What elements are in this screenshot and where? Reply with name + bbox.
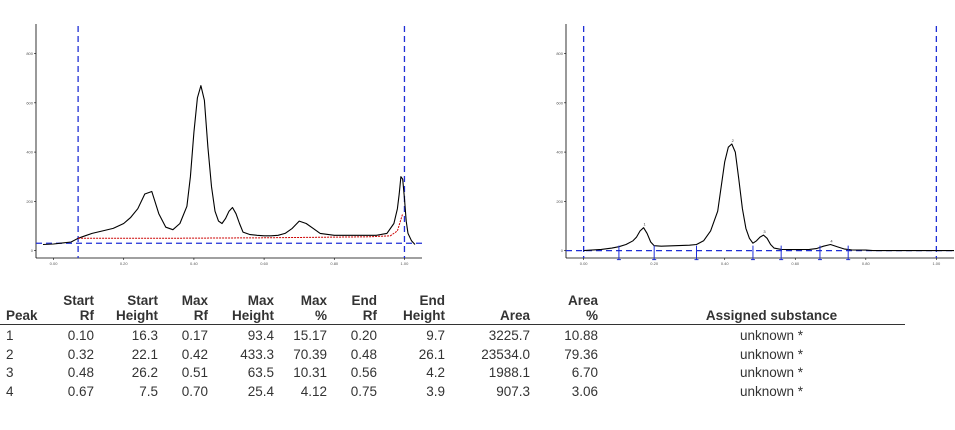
y-tick-label: 800	[26, 51, 33, 56]
header-start-rf: Start Rf	[46, 293, 94, 325]
cell-start-height: 7.5	[139, 383, 158, 399]
cell-area: 3225.7	[488, 328, 530, 343]
x-tick-label: 1.00	[932, 261, 941, 266]
y-tick-label: 400	[556, 150, 563, 155]
cell-end-rf: 0.48	[350, 346, 377, 362]
cell-area-percent: 79.36	[564, 346, 598, 362]
header-row: Peak Start Rf Start Height Max Rf Max Height…	[0, 293, 905, 325]
cell-assigned-substance: unknown *	[739, 383, 804, 399]
table-row: 3 0.48 26.2 0.51 63.5 10.31 0.56 4.2 198…	[0, 364, 905, 383]
chromatogram-right-svg: 0 200 400 600 800 0.00 0.20 0.40 0.60 0.80 1.00 1 2 3…	[556, 24, 954, 266]
cell-max-rf: 0.42	[181, 346, 208, 362]
header-end-rf: End Rf	[327, 293, 377, 325]
header-max-height: Max Height	[208, 293, 274, 325]
cell-start-height: 26.2	[131, 365, 158, 380]
cell-assigned-substance: unknown *	[739, 346, 804, 362]
cell-max-rf: 0.51	[181, 365, 208, 380]
y-tick-label: 0	[561, 248, 564, 253]
cell-max-percent: 70.39	[293, 346, 327, 362]
cell-max-percent: 15.17	[293, 328, 327, 343]
cell-end-height: 4.2	[426, 365, 445, 380]
series-densitogram	[42, 85, 416, 246]
cell-end-rf: 0.56	[350, 365, 377, 380]
cell-start-height: 16.3	[131, 328, 158, 343]
header-peak: Peak	[0, 293, 46, 325]
cell-peak: 2	[6, 346, 14, 362]
x-tick-label: 0.80	[862, 261, 871, 266]
peak-label: 2	[732, 138, 735, 143]
chromatogram-left: 0 200 400 600 800 0.00 0.20 0.40 0.60 0.80 1.00	[26, 24, 422, 270]
table-row: 2 0.32 22.1 0.42 433.3 70.39 0.48 26.1 2…	[0, 346, 905, 365]
header-assigned-substance: Assigned substance	[598, 293, 905, 325]
cell-peak: 4	[6, 383, 14, 399]
x-tick-label: 0.00	[50, 261, 59, 266]
cell-peak: 3	[6, 365, 14, 380]
cell-end-rf: 0.75	[350, 383, 377, 399]
cell-area-percent: 10.88	[564, 328, 598, 343]
cell-end-height: 9.7	[426, 328, 445, 343]
y-tick-label: 200	[26, 199, 33, 204]
y-tick-label: 0	[31, 248, 34, 253]
cell-max-rf: 0.70	[181, 383, 208, 399]
x-tick-label: 0.20	[650, 261, 659, 266]
x-tick-label: 1.00	[401, 261, 410, 266]
header-area: Area	[445, 293, 530, 325]
cell-start-rf: 0.67	[67, 383, 94, 399]
cell-max-height: 63.5	[247, 365, 274, 380]
cell-area: 907.3	[496, 383, 530, 399]
cell-start-rf: 0.48	[67, 365, 94, 380]
x-tick-label: 0.60	[260, 261, 269, 266]
peak-table-header: Peak Start Rf Start Height Max Rf Max Height…	[0, 293, 905, 325]
table-row: 1 0.10 16.3 0.17 93.4 15.17 0.20 9.7 322…	[0, 325, 905, 346]
header-end-height: End Height	[377, 293, 445, 325]
cell-max-percent: 10.31	[293, 365, 327, 380]
cell-max-rf: 0.17	[181, 328, 208, 343]
x-tick-label: 0.00	[580, 261, 589, 266]
cell-start-rf: 0.10	[67, 328, 94, 343]
series-baseline	[78, 213, 404, 239]
y-tick-label: 600	[556, 100, 563, 105]
header-max-percent: Max%	[274, 293, 327, 325]
x-tick-label: 0.40	[190, 261, 199, 266]
y-tick-label: 600	[26, 100, 33, 105]
x-tick-label: 0.20	[120, 261, 129, 266]
cell-start-height: 22.1	[131, 346, 158, 362]
cell-max-height: 93.4	[247, 328, 274, 343]
cell-area-percent: 3.06	[571, 383, 598, 399]
peak-label: 4	[830, 238, 833, 243]
cell-assigned-substance: unknown *	[739, 365, 804, 380]
peak-table: Peak Start Rf Start Height Max Rf Max Height…	[0, 293, 905, 401]
header-area-percent: Area%	[530, 293, 598, 325]
cell-max-height: 25.4	[247, 383, 274, 399]
y-tick-label: 800	[556, 51, 563, 56]
cell-assigned-substance: unknown *	[739, 328, 804, 343]
series-densitogram	[583, 143, 954, 252]
cell-max-height: 433.3	[240, 346, 274, 362]
peak-label: 1	[643, 222, 646, 227]
cell-start-rf: 0.32	[67, 346, 94, 362]
y-tick-label: 200	[556, 199, 563, 204]
cell-peak: 1	[6, 328, 14, 343]
header-start-height: Start Height	[94, 293, 158, 325]
y-tick-label: 400	[26, 150, 33, 155]
x-tick-label: 0.80	[330, 261, 339, 266]
table-row: 4 0.67 7.5 0.70 25.4 4.12 0.75 3.9 907.3…	[0, 383, 905, 402]
cell-end-rf: 0.20	[350, 328, 377, 343]
x-tick-label: 0.60	[791, 261, 800, 266]
cell-end-height: 26.1	[418, 346, 445, 362]
cell-area: 23534.0	[481, 346, 530, 362]
peak-label: 3	[763, 229, 766, 234]
chromatogram-right: 0 200 400 600 800 0.00 0.20 0.40 0.60 0.80 1.00 1 2 3…	[556, 24, 954, 270]
cell-area: 1988.1	[488, 365, 530, 380]
chromatogram-left-svg: 0 200 400 600 800 0.00 0.20 0.40 0.60 0.80 1.00	[26, 24, 422, 266]
peak-table-body: 1 0.10 16.3 0.17 93.4 15.17 0.20 9.7 322…	[0, 325, 905, 402]
cell-area-percent: 6.70	[571, 365, 598, 380]
cell-max-percent: 4.12	[300, 383, 327, 399]
x-tick-label: 0.40	[721, 261, 730, 266]
cell-end-height: 3.9	[426, 383, 445, 399]
header-max-rf: Max Rf	[158, 293, 208, 325]
